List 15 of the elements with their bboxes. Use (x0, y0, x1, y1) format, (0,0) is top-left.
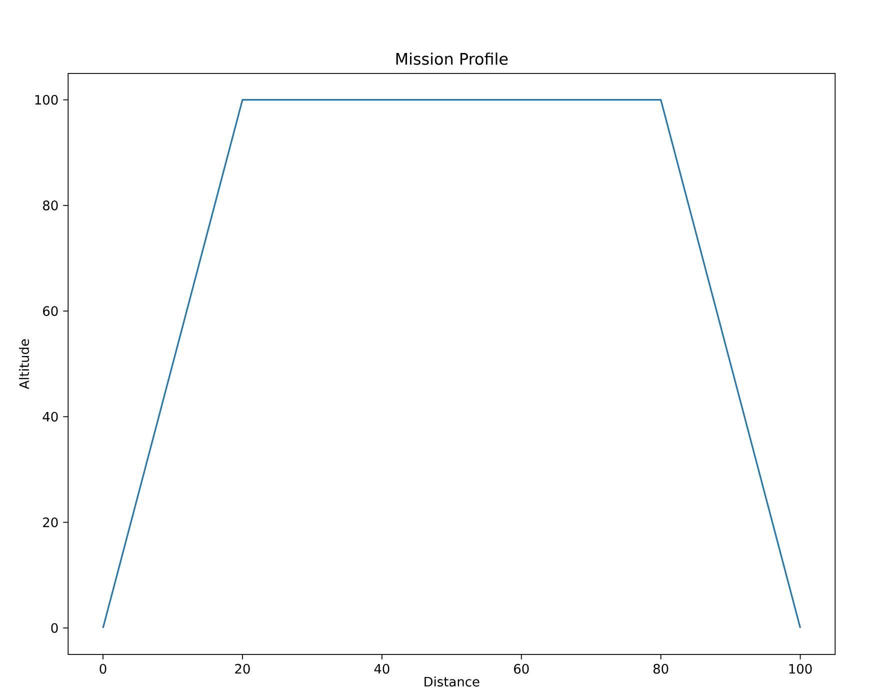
x-tick-label: 80 (653, 664, 668, 674)
y-tick-label: 40 (42, 412, 58, 422)
chart-title: Mission Profile (396, 52, 508, 65)
x-tick-label: 60 (514, 664, 529, 674)
y-tick-label: 0 (51, 623, 58, 633)
y-tick-label: 20 (43, 517, 58, 528)
y-axis-title: Altitude (19, 339, 30, 390)
x-tick-label: 40 (374, 664, 390, 674)
y-tick-label: 100 (35, 94, 58, 105)
x-tick-label: 100 (789, 664, 812, 674)
x-axis-title: Distance (424, 676, 480, 687)
y-tick-label: 60 (43, 306, 58, 316)
y-tick-label: 80 (43, 200, 58, 210)
x-tick-label: 0 (100, 664, 106, 674)
x-tick-label: 20 (235, 664, 250, 674)
